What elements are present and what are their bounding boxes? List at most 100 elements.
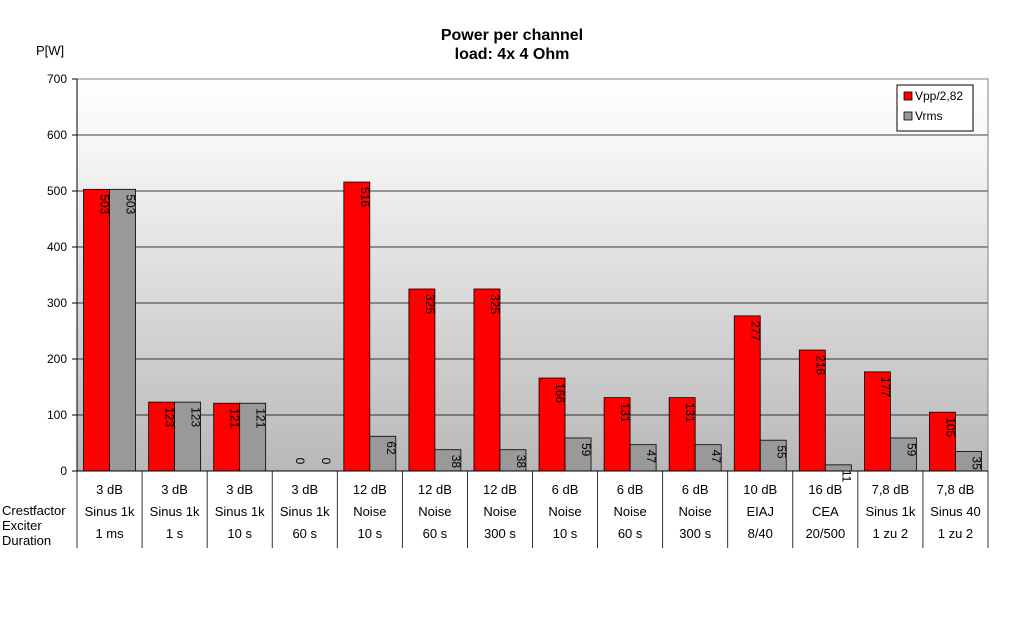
- bar: [759, 439, 787, 472]
- data-label: 325: [488, 294, 502, 314]
- category-duration-label: 300 s: [679, 526, 711, 541]
- category-crest-label: 12 dB: [483, 482, 517, 497]
- data-label: 0: [319, 458, 333, 465]
- category-exciter-label: Noise: [679, 504, 712, 519]
- chart-title: Power per channel: [441, 27, 583, 44]
- data-label: 123: [189, 407, 203, 427]
- category-crest-label: 7,8 dB: [937, 482, 975, 497]
- data-label: 177: [878, 377, 892, 397]
- y-axis-label: P[W]: [36, 43, 64, 58]
- category-duration-label: 300 s: [484, 526, 516, 541]
- data-label: 121: [228, 408, 242, 428]
- legend-swatch: [903, 111, 913, 121]
- bar: [174, 401, 202, 472]
- data-label: 59: [904, 443, 918, 457]
- data-label: 105: [943, 417, 957, 437]
- legend-swatch: [903, 91, 913, 101]
- bar: [538, 377, 566, 472]
- data-label: 503: [124, 194, 138, 214]
- bar: [798, 349, 826, 472]
- category-exciter-label: Noise: [353, 504, 386, 519]
- category-crest-label: 10 dB: [743, 482, 777, 497]
- data-label: 325: [423, 294, 437, 314]
- category-exciter-label: Sinus 1k: [85, 504, 135, 519]
- data-label: 131: [618, 403, 632, 423]
- category-crest-label: 3 dB: [291, 482, 318, 497]
- legend-label: Vrms: [915, 109, 943, 123]
- bar: [343, 181, 371, 472]
- category-exciter-label: Sinus 1k: [150, 504, 200, 519]
- category-crest-label: 7,8 dB: [872, 482, 910, 497]
- category-crest-label: 3 dB: [226, 482, 253, 497]
- category-duration-label: 10 s: [553, 526, 578, 541]
- data-label: 47: [709, 450, 723, 464]
- data-label: 35: [969, 456, 983, 470]
- category-exciter-label: Noise: [548, 504, 581, 519]
- data-label: 516: [358, 187, 372, 207]
- y-tick-label: 500: [47, 184, 67, 198]
- bar: [473, 288, 501, 472]
- bar: [863, 371, 891, 472]
- category-crest-label: 3 dB: [161, 482, 188, 497]
- y-tick-label: 0: [60, 464, 67, 478]
- row-label: Exciter: [2, 518, 42, 533]
- category-duration-label: 8/40: [748, 526, 773, 541]
- bar: [369, 435, 397, 472]
- data-label: 62: [384, 441, 398, 455]
- y-tick-label: 700: [47, 72, 67, 86]
- data-label: 55: [774, 445, 788, 459]
- data-label: 38: [514, 455, 528, 469]
- category-duration-label: 60 s: [292, 526, 317, 541]
- category-crest-label: 6 dB: [682, 482, 709, 497]
- category-exciter-label: Noise: [613, 504, 646, 519]
- bar: [239, 402, 267, 472]
- category-duration-label: 20/500: [805, 526, 845, 541]
- category-exciter-label: Noise: [418, 504, 451, 519]
- data-label: 47: [644, 450, 658, 464]
- category-exciter-label: Sinus 1k: [280, 504, 330, 519]
- y-axis: 0 100 200 300 400 500 600 700: [47, 72, 988, 478]
- bar: [889, 437, 917, 472]
- data-label: 121: [254, 408, 268, 428]
- row-label: Crestfactor: [2, 503, 66, 518]
- bar: [929, 411, 956, 472]
- legend-label: Vpp/2,82: [915, 89, 963, 103]
- data-label: 38: [449, 455, 463, 469]
- bar: [603, 397, 631, 472]
- bar: [109, 188, 136, 472]
- category-duration-label: 1 zu 2: [873, 526, 908, 541]
- category-exciter-label: CEA: [812, 504, 839, 519]
- y-tick-label: 300: [47, 296, 67, 310]
- data-label: 0: [293, 458, 307, 465]
- category-duration-label: 60 s: [423, 526, 448, 541]
- bar: [629, 444, 657, 472]
- y-tick-label: 600: [47, 128, 67, 142]
- category-crest-label: 6 dB: [552, 482, 579, 497]
- legend: Vpp/2,82 Vrms: [896, 84, 974, 132]
- bar: [564, 437, 592, 472]
- data-label: 59: [579, 443, 593, 457]
- chart-subtitle: load: 4x 4 Ohm: [455, 46, 570, 63]
- bar: [694, 444, 722, 472]
- data-label: 11: [839, 470, 853, 483]
- category-crest-label: 12 dB: [353, 482, 387, 497]
- data-label: 503: [98, 194, 112, 214]
- category-duration-label: 10 s: [227, 526, 252, 541]
- bars: 503 123 121 0 516 325 325 166 131 131 277 216 177 105…: [83, 181, 983, 483]
- data-label: 216: [813, 355, 827, 375]
- data-label: 123: [163, 407, 177, 427]
- y-tick-label: 400: [47, 240, 67, 254]
- bar: [213, 402, 241, 472]
- category-exciter-label: Sinus 40: [930, 504, 981, 519]
- category-crest-label: 16 dB: [808, 482, 842, 497]
- category-exciter-label: Sinus 1k: [865, 504, 915, 519]
- category-crest-label: 3 dB: [96, 482, 123, 497]
- category-crest-label: 6 dB: [617, 482, 644, 497]
- data-label: 131: [683, 403, 697, 423]
- category-exciter-label: EIAJ: [747, 504, 774, 519]
- category-duration-label: 10 s: [358, 526, 383, 541]
- category-table: 3 dB Sinus 1k 1 ms 3 dB Sinus 1k 1 s 3 dB Sinus…: [2, 471, 989, 548]
- data-label: 277: [748, 321, 762, 341]
- data-label: 166: [553, 383, 567, 403]
